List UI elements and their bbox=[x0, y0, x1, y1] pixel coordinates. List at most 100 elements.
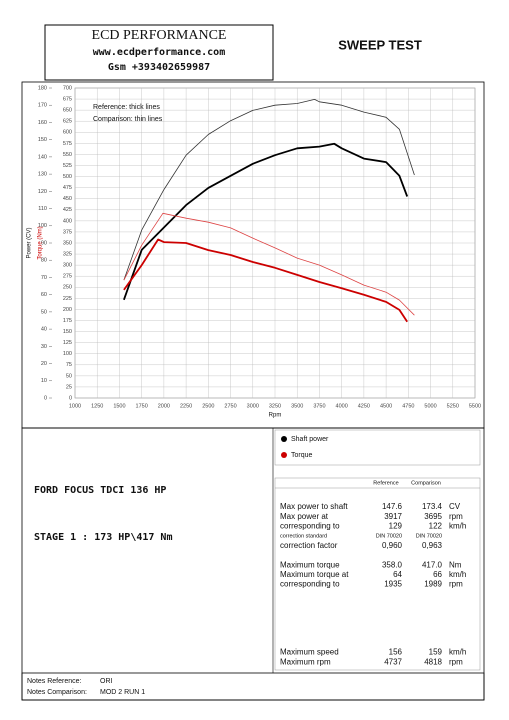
y2-tick-label: 675 bbox=[63, 97, 72, 103]
x-tick-label: 2000 bbox=[158, 403, 170, 409]
table-value: 1989 bbox=[424, 580, 442, 589]
x-tick-label: 1750 bbox=[136, 403, 148, 409]
table-value: 0,960 bbox=[382, 541, 403, 550]
y-tick-label: 0 bbox=[44, 395, 47, 401]
y2-tick-label: 700 bbox=[63, 85, 72, 91]
table-value: 3917 bbox=[384, 512, 402, 521]
table-label: corresponding to bbox=[280, 580, 340, 589]
company: ECD PERFORMANCE bbox=[92, 28, 227, 43]
y-tick-label: 110 bbox=[38, 206, 47, 212]
legend-marker bbox=[281, 436, 287, 442]
series-line bbox=[123, 99, 415, 281]
x-tick-label: 4250 bbox=[358, 403, 370, 409]
x-tick-label: 4000 bbox=[336, 403, 348, 409]
series-line bbox=[123, 212, 415, 316]
vehicle-model: FORD FOCUS TDCI 136 HP bbox=[34, 485, 166, 496]
y-tick-label: 180 bbox=[38, 85, 47, 91]
table-value: 3695 bbox=[424, 512, 442, 521]
table-value: 417.0 bbox=[422, 560, 443, 569]
x-tick-label: 5250 bbox=[447, 403, 459, 409]
y2-tick-label: 550 bbox=[63, 152, 72, 158]
y-tick-label: 60 bbox=[41, 292, 47, 298]
line-key-entry: Reference: thick lines bbox=[93, 104, 160, 111]
y2-tick-label: 625 bbox=[63, 119, 72, 125]
table-value: 159 bbox=[429, 648, 443, 657]
x-tick-label: 2750 bbox=[224, 403, 236, 409]
table-value: CV bbox=[449, 502, 461, 511]
table-value: rpm bbox=[449, 580, 463, 589]
x-tick-label: 1500 bbox=[113, 403, 125, 409]
y2-tick-label: 0 bbox=[69, 395, 72, 401]
table-label: Maximum torque at bbox=[280, 570, 349, 579]
table-value: 64 bbox=[393, 570, 402, 579]
legend-label: Torque bbox=[291, 452, 313, 459]
y2-tick-label: 350 bbox=[63, 240, 72, 246]
y2-tick-label: 200 bbox=[63, 307, 72, 313]
y2-tick-label: 75 bbox=[66, 362, 72, 368]
y2-tick-label: 575 bbox=[63, 141, 72, 147]
legend-label: Shaft power bbox=[291, 436, 329, 443]
x-tick-label: 4750 bbox=[402, 403, 414, 409]
x-tick-label: 3500 bbox=[291, 403, 303, 409]
y-tick-label: 120 bbox=[38, 189, 47, 195]
x-tick-label: 5500 bbox=[469, 403, 481, 409]
x-tick-label: 1000 bbox=[69, 403, 81, 409]
notes-comparison: MOD 2 RUN 1 bbox=[100, 689, 145, 696]
notes-comparison-label: Notes Comparison: bbox=[27, 689, 87, 696]
table-header: Reference bbox=[373, 480, 398, 486]
y2-tick-label: 100 bbox=[63, 351, 72, 357]
y2-tick-label: 50 bbox=[66, 373, 72, 379]
table-value: rpm bbox=[449, 657, 463, 666]
table-value: 173.4 bbox=[422, 502, 443, 511]
table-label: Max power to shaft bbox=[280, 502, 348, 511]
table-value: 156 bbox=[389, 648, 403, 657]
notes-frame bbox=[21, 672, 485, 701]
x-tick-label: 2250 bbox=[180, 403, 192, 409]
y2-tick-label: 325 bbox=[63, 252, 72, 258]
table-value: 4818 bbox=[424, 657, 442, 666]
table-value: 129 bbox=[389, 522, 403, 531]
table-label: Maximum rpm bbox=[280, 657, 331, 666]
y2-tick-label: 250 bbox=[63, 285, 72, 291]
table-value: 66 bbox=[433, 570, 442, 579]
y-tick-label: 40 bbox=[41, 327, 47, 333]
table-label: Maximum speed bbox=[280, 648, 339, 657]
table-label: Max power at bbox=[280, 512, 329, 521]
y2-tick-label: 475 bbox=[63, 185, 72, 191]
y2-tick-label: 275 bbox=[63, 274, 72, 280]
table-value: 0,963 bbox=[422, 541, 443, 550]
y-tick-label: 10 bbox=[41, 378, 47, 384]
line-key-entry: Comparison: thin lines bbox=[93, 116, 163, 123]
y-tick-label: 130 bbox=[38, 172, 47, 178]
y-tick-label: 80 bbox=[41, 258, 47, 264]
y2-tick-label: 650 bbox=[63, 108, 72, 114]
table-value: 4737 bbox=[384, 657, 402, 666]
y2-tick-label: 375 bbox=[63, 229, 72, 235]
y2-tick-label: 25 bbox=[66, 384, 72, 390]
table-header: Comparison bbox=[411, 480, 441, 486]
y-tick-label: 170 bbox=[38, 103, 47, 109]
table-box bbox=[274, 477, 481, 671]
table-value: DIN 70020 bbox=[416, 534, 442, 540]
y2-tick-label: 150 bbox=[63, 329, 72, 335]
y2-tick-label: 125 bbox=[63, 340, 72, 346]
y2-tick-label: 600 bbox=[63, 130, 72, 136]
table-value: DIN 70020 bbox=[376, 534, 402, 540]
legend-box bbox=[274, 429, 481, 466]
table-value: km/h bbox=[449, 648, 466, 657]
x-tick-label: 4500 bbox=[380, 403, 392, 409]
header-box bbox=[44, 24, 274, 81]
x-tick-label: 3000 bbox=[247, 403, 259, 409]
table-value: Nm bbox=[449, 560, 462, 569]
table-label: Maximum torque bbox=[280, 560, 340, 569]
table-value: 147.6 bbox=[382, 502, 403, 511]
x-tick-label: 1250 bbox=[91, 403, 103, 409]
x-axis-title: Rpm bbox=[269, 413, 282, 419]
legend-marker bbox=[281, 452, 287, 458]
y2-axis-title: Torque (Nm) bbox=[38, 226, 44, 259]
table-value: km/h bbox=[449, 522, 466, 531]
y2-tick-label: 500 bbox=[63, 174, 72, 180]
y-tick-label: 160 bbox=[38, 120, 47, 126]
series-line bbox=[123, 142, 409, 301]
table-value: 358.0 bbox=[382, 560, 403, 569]
